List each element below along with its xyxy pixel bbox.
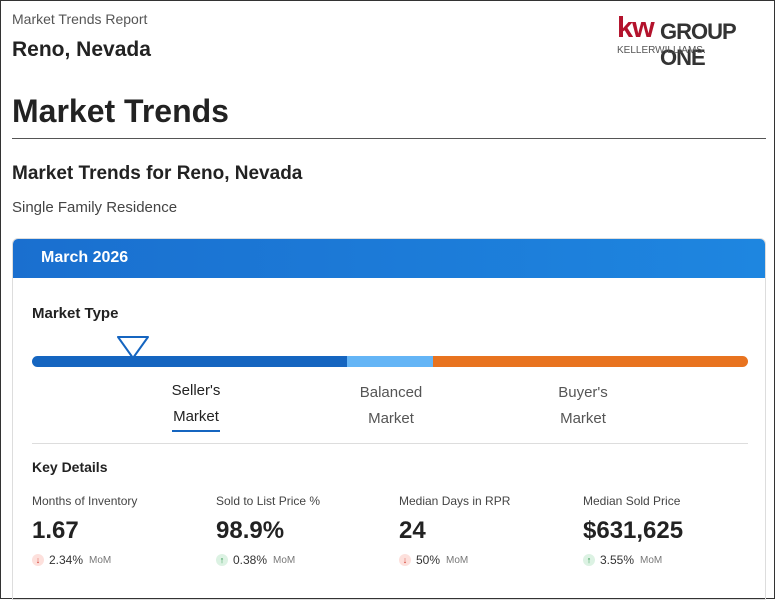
- metric-change-value: 50%: [416, 553, 441, 567]
- metric-value: 98.9%: [216, 517, 285, 544]
- market-option-buyer-line1: Buyer's: [558, 384, 608, 401]
- market-option-balanced[interactable]: Balanced Market: [349, 380, 433, 432]
- metric-change-value: 3.55%: [600, 553, 635, 567]
- selected-market-underline: [172, 430, 220, 432]
- market-option-balanced-line2: Market: [368, 410, 414, 427]
- metric-change: ↑ 0.38% MoM: [216, 553, 396, 567]
- metric-change: ↑ 3.55% MoM: [583, 553, 763, 567]
- market-bar-balanced: [347, 356, 433, 367]
- metric-change: ↓ 50% MoM: [399, 553, 579, 567]
- card-date: March 2026: [41, 249, 129, 266]
- logo-keller-williams: KELLERWILLIAMS.: [617, 45, 706, 56]
- metric-label: Median Sold Price: [583, 494, 681, 508]
- metric-change-value: 0.38%: [233, 553, 268, 567]
- metric-label: Sold to List Price %: [216, 494, 321, 508]
- logo-group-one: GROUP ONE: [660, 19, 736, 70]
- section-title: Market Trends for Reno, Nevada: [12, 163, 303, 184]
- title-divider: [12, 138, 766, 139]
- key-details-divider: [32, 443, 748, 444]
- metric-value: 24: [399, 517, 426, 544]
- market-option-seller-line2: Market: [173, 408, 219, 425]
- arrow-down-icon: ↓: [32, 554, 44, 566]
- metric-change-period: MoM: [273, 554, 296, 566]
- market-option-buyer[interactable]: Buyer's Market: [541, 380, 625, 432]
- arrow-up-icon: ↑: [583, 554, 595, 566]
- market-option-seller-line1: Seller's: [171, 382, 221, 399]
- metric-sold-to-list: Sold to List Price % 98.9% ↑ 0.38% MoM: [216, 494, 396, 567]
- key-details-label: Key Details: [32, 459, 108, 475]
- market-option-seller[interactable]: Seller's Market: [163, 378, 229, 430]
- brand-logo: kw GROUP ONE KELLERWILLIAMS.: [617, 12, 767, 70]
- city-name: Reno, Nevada: [12, 38, 151, 61]
- metric-change-period: MoM: [640, 554, 663, 566]
- market-bar-seller: [32, 356, 347, 367]
- market-option-buyer-line2: Market: [560, 410, 606, 427]
- metric-change-period: MoM: [446, 554, 469, 566]
- property-type: Single Family Residence: [12, 199, 178, 216]
- market-type-label: Market Type: [32, 305, 119, 322]
- metric-months-of-inventory: Months of Inventory 1.67 ↓ 2.34% MoM: [32, 494, 212, 567]
- arrow-up-icon: ↑: [216, 554, 228, 566]
- metric-value: $631,625: [583, 517, 684, 544]
- arrow-down-icon: ↓: [399, 554, 411, 566]
- card-header: March 2026: [13, 239, 765, 278]
- metric-change-period: MoM: [89, 554, 112, 566]
- metric-value: 1.67: [32, 517, 79, 544]
- metric-change-value: 2.34%: [49, 553, 84, 567]
- metric-median-days: Median Days in RPR 24 ↓ 50% MoM: [399, 494, 579, 567]
- metric-label: Median Days in RPR: [399, 494, 511, 508]
- metric-change: ↓ 2.34% MoM: [32, 553, 212, 567]
- page-title: Market Trends: [12, 93, 229, 129]
- market-bar-buyer: [433, 356, 748, 367]
- metric-median-sold-price: Median Sold Price $631,625 ↑ 3.55% MoM: [583, 494, 763, 567]
- market-indicator-icon: [117, 336, 149, 359]
- report-label: Market Trends Report: [12, 11, 148, 27]
- market-trends-card: March 2026 Market Type Seller's Market B…: [12, 238, 766, 600]
- market-option-balanced-line1: Balanced: [359, 384, 423, 401]
- logo-kw: kw: [617, 12, 655, 44]
- metric-label: Months of Inventory: [32, 494, 138, 508]
